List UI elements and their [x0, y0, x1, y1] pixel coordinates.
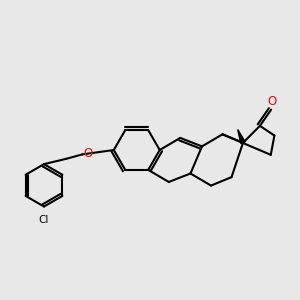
- Text: O: O: [84, 147, 93, 160]
- Text: Cl: Cl: [39, 215, 49, 225]
- Text: O: O: [267, 95, 276, 108]
- Polygon shape: [238, 130, 245, 144]
